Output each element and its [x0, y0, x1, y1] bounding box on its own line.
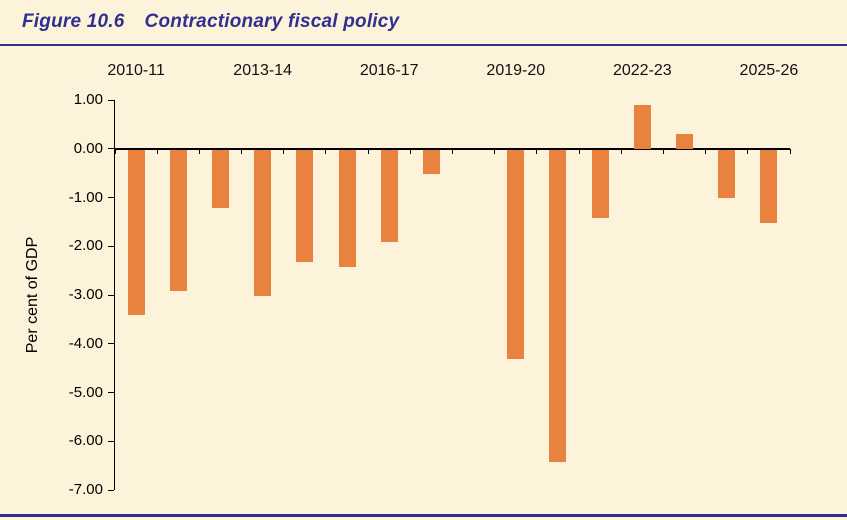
y-tick-mark	[108, 392, 114, 393]
bar	[254, 149, 272, 296]
x-axis-label: 2016-17	[359, 62, 419, 79]
x-tick-mark	[620, 148, 622, 154]
bar	[507, 149, 525, 360]
y-tick-mark	[108, 489, 114, 491]
bar	[591, 149, 609, 218]
title-divider-line	[0, 44, 847, 46]
x-tick-mark	[494, 148, 496, 154]
bar	[422, 149, 440, 174]
x-tick-mark	[241, 148, 243, 154]
x-tick-mark	[283, 148, 285, 154]
bar	[676, 134, 694, 149]
x-tick-mark	[198, 148, 200, 154]
y-tick-mark	[108, 197, 114, 198]
bar	[549, 149, 567, 462]
bar	[296, 149, 314, 262]
bottom-divider-line	[0, 514, 847, 517]
y-tick-label: -1.00	[68, 188, 103, 206]
figure-title-row: Figure 10.6 Contractionary fiscal policy	[22, 11, 399, 33]
x-tick-mark	[536, 148, 538, 154]
y-tick-mark	[108, 99, 114, 101]
y-tick-label: -4.00	[68, 334, 103, 352]
bar	[760, 149, 778, 223]
y-axis-line	[113, 100, 115, 490]
bar	[211, 149, 229, 208]
bar	[169, 149, 187, 291]
x-tick-mark	[156, 148, 158, 154]
bar	[718, 149, 736, 199]
y-tick-label: -2.00	[68, 237, 103, 255]
y-tick-mark	[108, 294, 114, 296]
bar	[380, 149, 398, 243]
bar	[127, 149, 145, 316]
x-tick-mark	[114, 148, 116, 154]
y-tick-label: -6.00	[68, 432, 103, 450]
x-tick-mark	[789, 148, 791, 154]
x-axis-label: 2010-11	[107, 62, 165, 79]
y-axis-title: Per cent of GDP	[24, 236, 41, 354]
x-tick-mark	[578, 148, 580, 154]
y-tick-label: -3.00	[68, 286, 103, 303]
x-axis-label: 2013-14	[233, 62, 293, 79]
x-tick-mark	[705, 148, 707, 154]
y-tick-label: 0.00	[73, 139, 103, 157]
y-tick-label: -7.00	[68, 481, 103, 498]
y-tick-mark	[108, 148, 114, 150]
zero-axis-line	[113, 148, 790, 150]
y-tick-mark	[108, 245, 114, 247]
x-tick-mark	[325, 148, 327, 154]
x-tick-mark	[452, 148, 453, 154]
y-tick-label: -5.00	[68, 383, 103, 401]
x-axis-label: 2019-20	[486, 62, 546, 79]
figure-title-text: Contractionary fiscal policy	[144, 11, 400, 32]
bar	[633, 104, 651, 149]
figure-label: Figure 10.6	[22, 11, 125, 32]
x-axis-label: 2025-26	[739, 62, 799, 79]
x-tick-mark	[747, 148, 749, 154]
x-tick-mark	[662, 148, 664, 154]
y-tick-mark	[108, 440, 114, 442]
x-axis-label: 2022-23	[612, 62, 672, 79]
y-tick-label: 1.00	[73, 91, 103, 108]
x-tick-mark	[367, 148, 369, 154]
x-tick-mark	[409, 148, 411, 154]
y-tick-mark	[108, 343, 114, 345]
bar	[338, 149, 356, 267]
